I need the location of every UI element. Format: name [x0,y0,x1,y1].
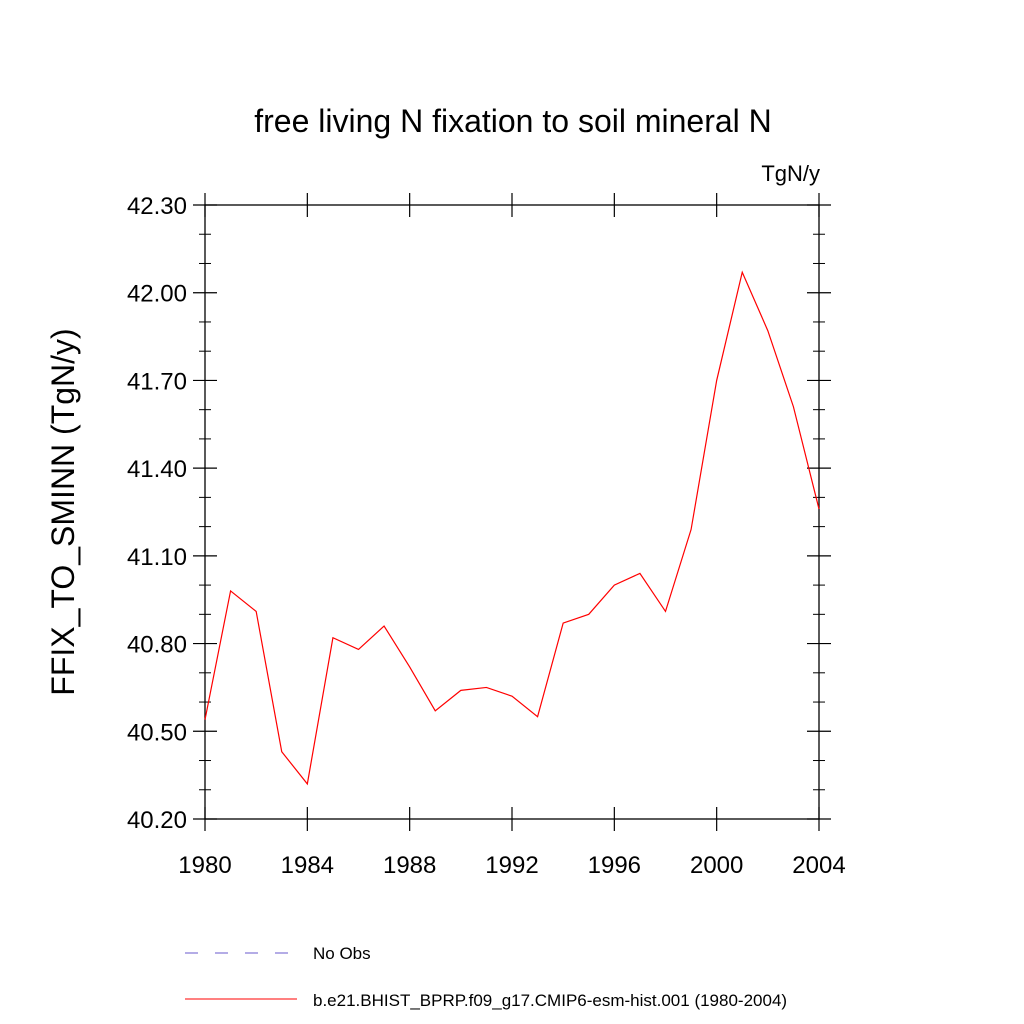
x-tick-label: 1992 [485,852,538,879]
y-tick-label: 42.00 [127,281,187,308]
legend: No Obs b.e21.BHIST_BPRP.f09_g17.CMIP6-es… [185,944,787,1010]
y-tick-label: 41.70 [127,368,187,395]
y-tick-label: 40.80 [127,632,187,659]
plot-frame [204,204,820,820]
chart-title: free living N fixation to soil mineral N [254,103,772,139]
x-tick-label: 1980 [178,852,231,879]
legend-label-no-obs: No Obs [313,944,371,963]
x-tick-label: 1996 [588,852,641,879]
y-axis-label: FFIX_TO_SMINN (TgN/y) [45,328,81,695]
units-label: TgN/y [761,161,820,186]
x-tick-label: 1988 [383,852,436,879]
y-tick-labels: 40.20 40.50 40.80 41.10 41.40 41.70 42.00 42.30 [127,193,187,834]
y-tick-label: 42.30 [127,193,187,220]
y-tick-label: 40.50 [127,719,187,746]
x-tick-label: 2000 [690,852,743,879]
legend-label-model-run: b.e21.BHIST_BPRP.f09_g17.CMIP6-esm-hist.… [313,991,787,1010]
x-tick-label: 2004 [792,852,845,879]
y-tick-label: 40.20 [127,807,187,834]
axis-ticks [193,193,831,831]
data-series [204,270,820,786]
y-tick-label: 41.10 [127,544,187,571]
series-line-0 [204,270,820,786]
x-tick-label: 1984 [281,852,334,879]
y-tick-label: 41.40 [127,456,187,483]
x-tick-labels: 1980 1984 1988 1992 1996 2000 2004 [178,852,845,879]
